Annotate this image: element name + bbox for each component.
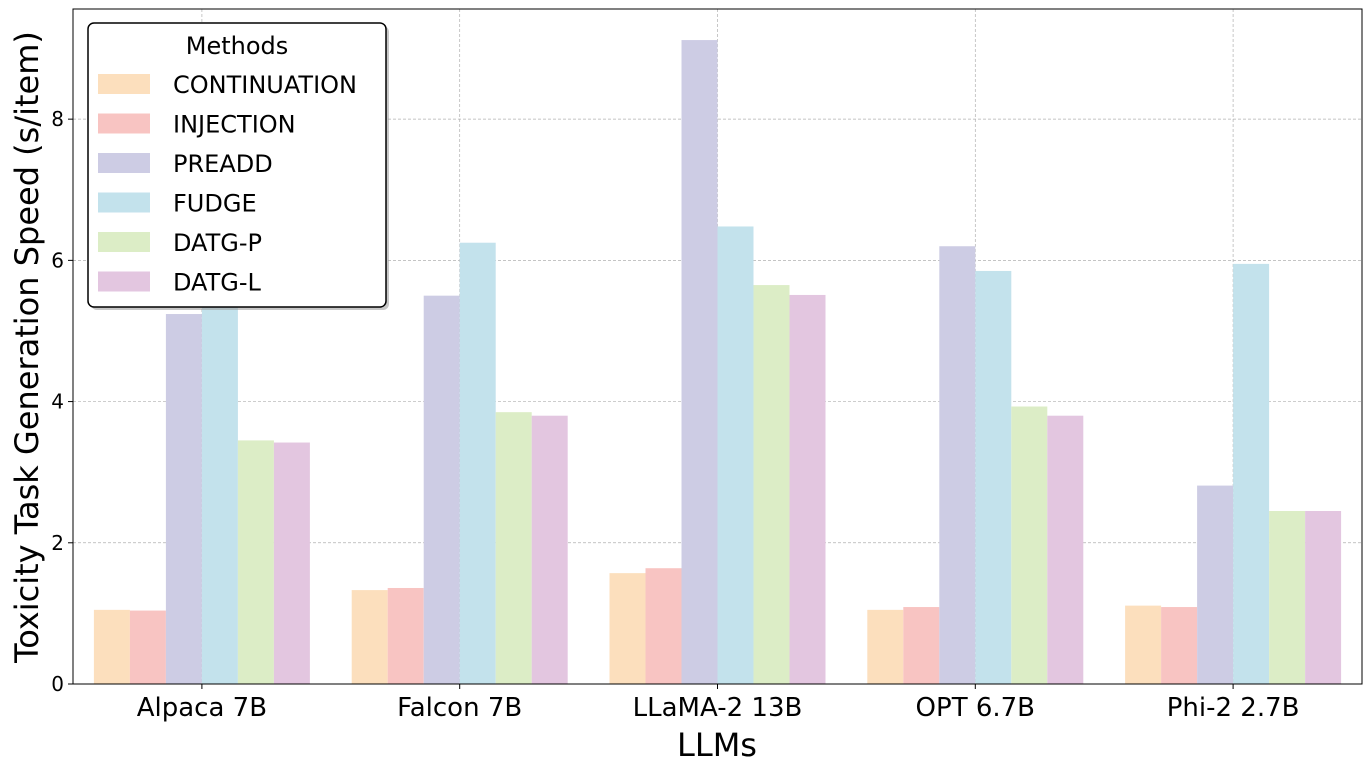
bar-fudge-0 <box>201 302 238 684</box>
bar-continuation-3 <box>867 609 904 684</box>
legend-swatch-fudge <box>98 192 150 213</box>
bar-datg-l-0 <box>273 442 310 684</box>
bar-preadd-2 <box>681 40 718 684</box>
x-tick-label: Phi-2 2.7B <box>1167 693 1300 723</box>
bar-datg-l-1 <box>531 415 568 684</box>
legend-swatch-injection <box>98 113 150 134</box>
x-axis: Alpaca 7B Falcon 7B LLaMA-2 13B OPT 6.7B Phi… <box>137 684 1300 723</box>
bar-injection-4 <box>1161 607 1198 684</box>
bar-datg-l-4 <box>1305 511 1342 684</box>
bars <box>93 40 1342 684</box>
bar-datg-p-3 <box>1011 406 1048 684</box>
bar-fudge-2 <box>717 226 754 684</box>
bar-datg-p-2 <box>753 285 790 684</box>
y-tick-label: 0 <box>51 672 64 696</box>
y-tick-label: 2 <box>51 531 64 555</box>
bar-injection-3 <box>903 607 940 684</box>
legend-swatch-preadd <box>98 153 150 173</box>
y-axis: 0 2 4 6 8 <box>51 107 73 696</box>
bar-injection-0 <box>129 610 166 684</box>
bar-fudge-4 <box>1233 263 1270 684</box>
bar-continuation-1 <box>351 590 388 684</box>
bar-preadd-4 <box>1197 485 1234 684</box>
bar-datg-p-0 <box>237 440 274 684</box>
y-axis-label: Toxicity Task Generation Speed (s/item) <box>8 31 46 664</box>
y-tick-label: 6 <box>51 248 64 272</box>
x-tick-label: OPT 6.7B <box>916 693 1035 723</box>
y-tick-label: 4 <box>51 390 64 414</box>
bar-preadd-0 <box>165 314 202 684</box>
x-tick-label: LLaMA-2 13B <box>633 693 803 723</box>
bar-continuation-4 <box>1125 605 1162 684</box>
bar-datg-p-4 <box>1269 511 1306 684</box>
bar-datg-p-1 <box>495 412 532 684</box>
legend-label-preadd: PREADD <box>173 150 273 178</box>
legend-label-continuation: CONTINUATION <box>173 71 357 99</box>
legend-swatch-datg-l <box>98 271 150 292</box>
bar-continuation-2 <box>609 573 646 684</box>
legend-box <box>87 22 387 308</box>
legend-label-datg-l: DATG-L <box>173 269 262 297</box>
legend-label-injection: INJECTION <box>173 111 296 139</box>
bar-injection-2 <box>645 568 682 684</box>
x-axis-label: LLMs <box>677 726 757 764</box>
bar-injection-1 <box>387 587 424 684</box>
legend-label-datg-p: DATG-P <box>173 229 262 257</box>
x-tick-label: Alpaca 7B <box>137 693 267 723</box>
y-tick-label: 8 <box>51 107 64 131</box>
legend-swatch-datg-p <box>98 232 150 252</box>
x-tick-label: Falcon 7B <box>397 693 522 723</box>
legend-title: Methods <box>186 32 289 60</box>
bar-datg-l-2 <box>789 294 826 684</box>
bar-preadd-3 <box>939 246 976 684</box>
bar-fudge-1 <box>459 242 496 684</box>
legend-swatch-continuation <box>98 74 150 94</box>
bar-datg-l-3 <box>1047 415 1084 684</box>
bar-fudge-3 <box>975 270 1012 684</box>
legend-label-fudge: FUDGE <box>173 190 257 218</box>
legend: Methods CONTINUATION INJECTION PREADD FUDGE… <box>87 22 389 310</box>
bar-continuation-0 <box>93 609 130 684</box>
bar-preadd-1 <box>423 295 460 684</box>
